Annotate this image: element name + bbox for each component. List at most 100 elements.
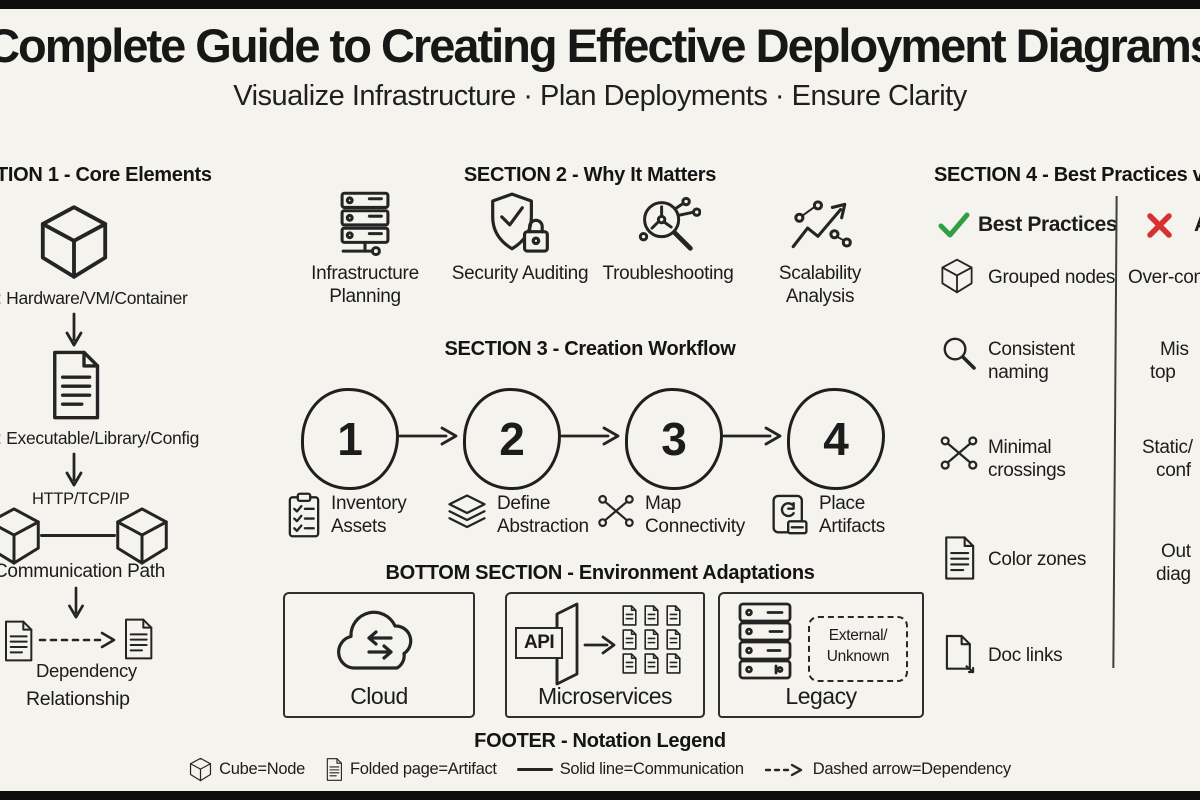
legend-label: Cube=Node [219,760,305,778]
page-icon [5,620,33,662]
cube-icon [0,507,40,565]
step-item-artifacts: Place Artifacts [770,492,905,538]
step-number: 4 [823,413,849,465]
section3-title: SECTION 3 - Creation Workflow [444,338,736,360]
legacy-rack-icon [738,602,792,680]
right-arrow-icon [583,635,616,655]
page-icon [326,758,342,781]
artifact-page-icon [53,350,100,420]
env-label: Microservices [537,683,673,709]
why-item-troubleshooting: Troubleshooting [593,190,743,285]
cube-icon [190,757,212,782]
bottom-section-title: BOTTOM SECTION - Environment Adaptations [385,562,815,584]
env-box-legacy: External/ Unknown Legacy [718,592,924,718]
section2-title: SECTION 2 - Why It Matters [463,164,717,186]
env-label: Cloud [350,683,408,709]
magnifier-icon [942,336,976,370]
right-arrow-icon [398,426,458,446]
legend-label: Solid line=Communication [559,760,744,778]
anti-patterns-header-fragment: A [1194,213,1200,237]
bad-item-fragment: Static/ conf [1142,437,1193,482]
good-item-label: Grouped nodes [988,267,1116,288]
step-number: 1 [337,413,363,465]
step-item-inventory: Inventory Assets [286,492,423,538]
workflow-step-circle: 3 [625,388,723,490]
why-item-infrastructure: Infrastructure Planning [290,190,440,308]
legend-label: Dashed arrow=Dependency [812,760,1011,778]
workflow-step-circle: 2 [463,388,561,490]
api-label: API [515,627,564,659]
step-number: 2 [499,413,525,465]
crossing-icon [598,494,634,528]
check-icon [938,212,970,238]
cloud-sync-icon [337,610,413,670]
dashed-arrow-icon [764,763,802,776]
section4-title: SECTION 4 - Best Practices vs [934,164,1200,186]
workflow-step-circle: 1 [301,388,399,490]
crossing-icon [940,436,978,470]
env-label: Legacy [785,683,857,709]
section1-title: TION 1 - Core Elements [0,164,212,186]
node-caption: : Hardware/VM/Container [0,288,188,308]
relationship-caption: Relationship [26,688,130,710]
legend-label: Folded page=Artifact [349,760,497,778]
communication-line [40,534,116,537]
bad-item-fragment: Over-con [1128,267,1200,288]
down-arrow-icon [65,312,83,347]
artifact-board-icon [772,494,808,535]
server-rack-icon [340,191,390,257]
why-item-label: Scalability Analysis [778,263,862,308]
down-arrow-icon [65,452,83,487]
bad-item-fragment: Mis top [1150,339,1189,384]
external-unknown-box: External/ Unknown [808,616,908,682]
artifact-caption: : Executable/Library/Config [0,428,200,448]
legend-item-communication: Solid line=Communication [516,760,744,779]
bad-item-fragment: Out diag [1156,541,1191,586]
why-item-label: Infrastructure Planning [311,263,419,308]
step-label: Define Abstraction [497,493,589,538]
solid-line-icon [516,768,553,771]
page-title: Complete Guide to Creating Effective Dep… [0,19,1200,72]
legend-item-dependency: Dashed arrow=Dependency [764,760,1011,779]
growth-arrow-icon [791,200,852,249]
env-box-microservices: API Microservices [505,592,705,718]
cube-icon [116,507,168,565]
page-icon [125,618,153,660]
down-arrow-icon [68,586,84,619]
clipboard-icon [288,492,320,538]
step-item-connectivity: Map Connectivity [596,492,749,538]
env-box-cloud: Cloud [283,592,475,718]
why-item-security: Security Auditing [445,190,595,285]
right-arrow-icon [560,426,620,446]
right-arrow-icon [722,426,782,446]
why-item-label: Security Auditing [451,263,589,284]
why-item-label: Troubleshooting [602,263,734,284]
step-label: Place Artifacts [819,493,885,538]
best-practices-header: Best Practices [978,213,1118,236]
dashed-arrow-icon [38,631,116,649]
notation-legend: Cube=Node Folded page=Artifact Solid lin… [0,757,1200,782]
protocol-label: HTTP/TCP/IP [32,490,130,508]
step-number: 3 [661,413,687,465]
shield-lock-icon [491,192,549,253]
bottom-black-bar [0,791,1200,800]
step-item-abstraction: Define Abstraction [446,492,597,538]
communication-caption: Communication Path [0,561,165,582]
legend-item-artifact: Folded page=Artifact [325,758,497,781]
page-icon [945,536,975,580]
microservices-grid-icon [621,605,687,674]
cube-icon [941,258,973,294]
cross-icon [1147,213,1172,238]
good-item-label: Color zones [988,549,1087,570]
footer-title: FOOTER - Notation Legend [474,730,726,752]
good-item-label: Minimal crossings [988,437,1066,482]
good-item-label: Consistent naming [988,339,1075,384]
cube-icon [40,205,108,279]
why-item-scalability: Scalability Analysis [745,190,895,308]
layers-icon [448,494,486,529]
top-black-bar [0,0,1200,9]
step-label: Map Connectivity [645,493,745,538]
doc-link-icon [945,634,975,674]
magnifier-network-icon [638,196,701,251]
